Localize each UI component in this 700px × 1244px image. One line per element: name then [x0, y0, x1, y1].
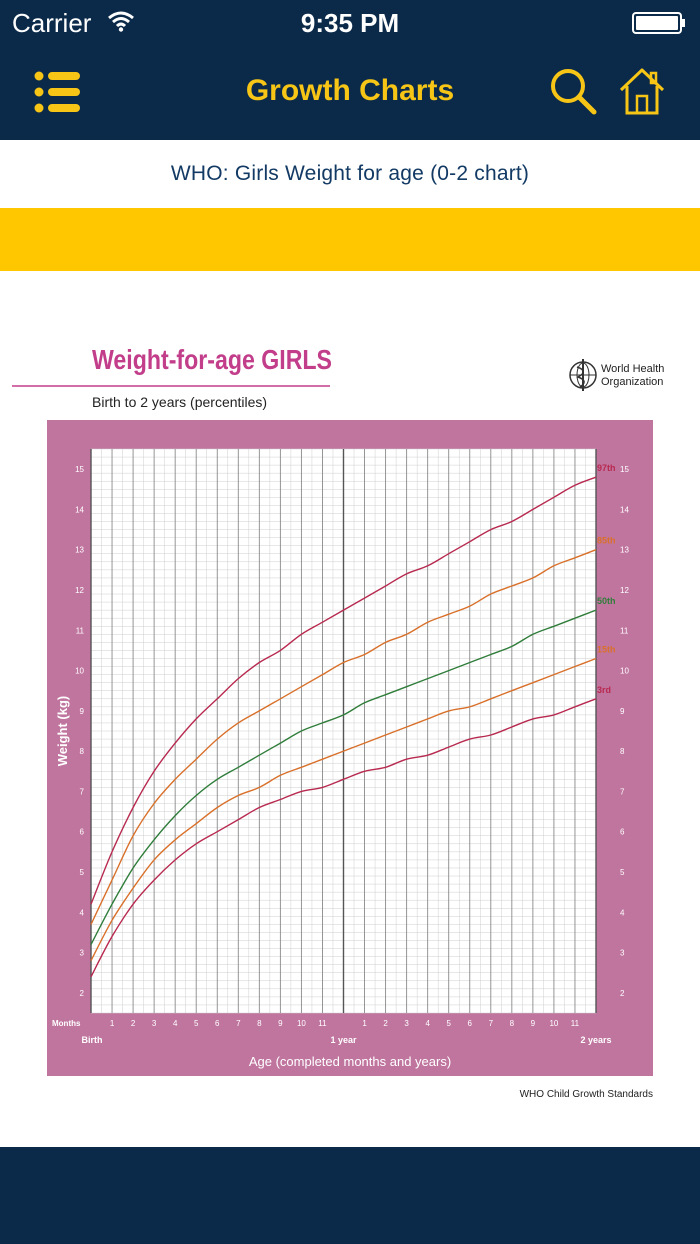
series-label-15th: 15th: [597, 644, 616, 654]
y-tick-label-right: 5: [620, 868, 625, 877]
x-axis-title: Age (completed months and years): [249, 1054, 451, 1069]
home-icon[interactable]: [618, 66, 666, 116]
series-label-85th: 85th: [597, 536, 616, 546]
battery-full-icon: [632, 12, 685, 34]
x-tick-label: 8: [510, 1019, 515, 1028]
y-tick-label-left: 13: [75, 546, 84, 555]
x-tick-label: 8: [257, 1019, 262, 1028]
x-tick-label: 2: [131, 1019, 136, 1028]
who-emblem-icon: [569, 359, 597, 391]
x-tick-label: 3: [152, 1019, 157, 1028]
y-tick-label-right: 8: [620, 747, 625, 756]
series-line-15th: [90, 657, 597, 961]
y-tick-label-right: 9: [620, 707, 625, 716]
y-tick-label-right: 12: [620, 586, 629, 595]
series-label-97th: 97th: [597, 463, 616, 473]
x-tick-label: 9: [531, 1019, 536, 1028]
status-time: 9:35 PM: [300, 8, 400, 38]
y-tick-label-left: 5: [80, 868, 85, 877]
chart-footer: WHO Child Growth Standards: [520, 1089, 653, 1100]
x-tick-label: 4: [173, 1019, 178, 1028]
x-tick-label: 2: [383, 1019, 388, 1028]
menu-icon[interactable]: [34, 70, 80, 114]
x-tick-label: 9: [278, 1019, 283, 1028]
series-line-85th: [90, 549, 597, 925]
y-tick-label-right: 6: [620, 828, 625, 837]
who-name-line1: World Health: [601, 363, 664, 375]
nav-title: Growth Charts: [245, 74, 455, 107]
y-tick-label-right: 10: [620, 667, 629, 676]
x-tick-label: 10: [549, 1019, 558, 1028]
y-tick-label-right: 3: [620, 949, 625, 958]
y-tick-label-left: 4: [80, 908, 85, 917]
chart-header-subtitle: Birth to 2 years (percentiles): [92, 394, 267, 410]
chart-area: Weight-for-age GIRLS Birth to 2 years (p…: [0, 271, 700, 1147]
chart-subtitle-bar: WHO: Girls Weight for age (0-2 chart): [0, 140, 700, 208]
x-tick-label: 10: [297, 1019, 306, 1028]
x-tick-label: 7: [236, 1019, 241, 1028]
navigation-bar: Growth Charts: [0, 44, 700, 140]
yellow-band: [0, 208, 700, 271]
y-axis-title: Weight (kg): [55, 696, 70, 767]
who-name-line2: Organization: [601, 376, 663, 388]
x-tick-label: 2 years: [580, 1035, 611, 1045]
series-line-97th: [90, 476, 597, 905]
x-tick-label: 6: [215, 1019, 220, 1028]
y-tick-label-right: 4: [620, 908, 625, 917]
y-tick-label-right: 14: [620, 505, 629, 514]
y-tick-label-left: 10: [75, 667, 84, 676]
x-tick-label: 3: [404, 1019, 409, 1028]
y-tick-label-left: 8: [80, 747, 85, 756]
y-tick-label-right: 15: [620, 465, 629, 474]
x-tick-label: 11: [318, 1019, 327, 1028]
x-tick-label: 1: [110, 1019, 115, 1028]
wifi-icon: [108, 11, 134, 32]
y-tick-label-right: 7: [620, 787, 625, 796]
y-tick-label-left: 2: [80, 989, 85, 998]
y-tick-label-left: 3: [80, 949, 85, 958]
x-tick-label: 1: [362, 1019, 367, 1028]
y-tick-label-left: 11: [76, 626, 85, 635]
series-line-50th: [90, 609, 597, 945]
x-tick-label: 6: [468, 1019, 473, 1028]
chart-subtitle: WHO: Girls Weight for age (0-2 chart): [170, 162, 530, 185]
y-tick-label-left: 6: [80, 828, 85, 837]
x-tick-label: 5: [194, 1019, 199, 1028]
x-tick-label: 7: [489, 1019, 494, 1028]
bottom-bar: [0, 1147, 700, 1244]
y-tick-label-left: 7: [80, 787, 85, 796]
x-tick-label: 5: [446, 1019, 451, 1028]
y-tick-label-left: 14: [75, 505, 84, 514]
x-tick-label: 4: [425, 1019, 430, 1028]
series-line-3rd: [90, 698, 597, 978]
chart-title: Weight-for-age GIRLS: [92, 344, 332, 375]
y-tick-label-left: 15: [75, 465, 84, 474]
x-tick-label: Birth: [82, 1035, 103, 1045]
series-layer: 97th 85th 50th 15th 3rd: [90, 463, 616, 978]
y-tick-label-left: 9: [80, 707, 85, 716]
series-label-50th: 50th: [597, 596, 616, 606]
series-label-3rd: 3rd: [597, 685, 611, 695]
y-tick-label-right: 11: [620, 626, 629, 635]
status-bar: Carrier 9:35 PM: [0, 0, 700, 44]
y-tick-label-left: 12: [75, 586, 84, 595]
y-tick-label-right: 13: [620, 546, 629, 555]
growth-chart[interactable]: Weight-for-age GIRLS Birth to 2 years (p…: [0, 271, 700, 1147]
x-axis-months-label: Months: [52, 1019, 81, 1028]
carrier-label: Carrier: [12, 8, 92, 38]
x-tick-label: 11: [571, 1019, 580, 1028]
x-tick-label: 1 year: [330, 1035, 357, 1045]
y-tick-label-right: 2: [620, 989, 625, 998]
grid-layer: [90, 448, 597, 1014]
search-icon[interactable]: [548, 66, 598, 116]
